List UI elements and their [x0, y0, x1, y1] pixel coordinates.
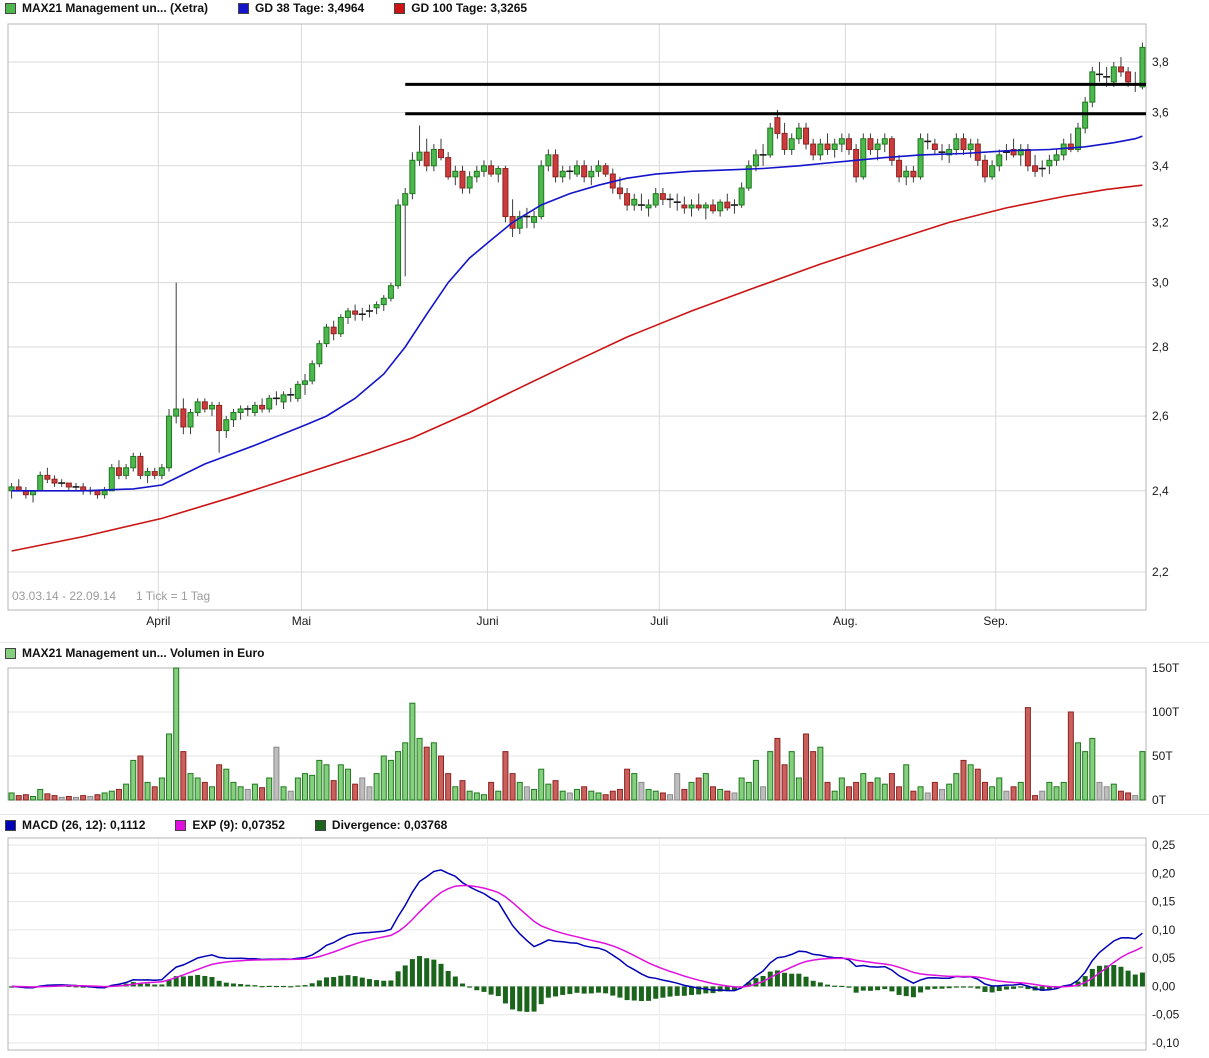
svg-text:Mai: Mai	[292, 614, 311, 628]
exp-legend-item: EXP (9): 0,07352	[175, 818, 285, 832]
svg-text:50T: 50T	[1152, 749, 1173, 763]
gd38-legend-item: GD 38 Tage: 3,4964	[238, 1, 364, 15]
macd-chart: 0,25 0,20 0,15 0,10 0,05 0,00 -0,05 -0,10	[7, 837, 1180, 1051]
svg-text:1 Tick = 1 Tag: 1 Tick = 1 Tag	[136, 589, 210, 603]
svg-text:-0,05: -0,05	[1152, 1008, 1180, 1022]
divergence-label: Divergence: 0,03768	[331, 818, 448, 832]
gd100-legend-item: GD 100 Tage: 3,3265	[394, 1, 527, 15]
svg-text:0,00: 0,00	[1152, 979, 1176, 993]
gd38-swatch-icon	[238, 2, 250, 14]
svg-text:2,8: 2,8	[1152, 340, 1169, 354]
volume-series-legend-item: MAX21 Management un... Volumen in Euro	[5, 646, 264, 660]
svg-text:3,4: 3,4	[1152, 159, 1169, 173]
svg-text:150T: 150T	[1152, 662, 1180, 675]
exp-label: EXP (9): 0,07352	[192, 818, 285, 832]
price-series-label: MAX21 Management un... (Xetra)	[22, 1, 209, 15]
macd-legend-item: MACD (26, 12): 0,1112	[5, 818, 145, 832]
price-series-legend-item: MAX21 Management un... (Xetra)	[5, 1, 208, 15]
macd-legend: MACD (26, 12): 0,1112 EXP (9): 0,07352 D…	[5, 818, 447, 832]
svg-text:100T: 100T	[1152, 705, 1180, 719]
divergence-swatch-icon	[314, 819, 326, 831]
price-legend: MAX21 Management un... (Xetra) GD 38 Tag…	[5, 1, 527, 15]
price-chart: 2,2 2,4 2,6 2,8 3,0 3,2 3,4 3,6 3,8 April Mai Juni J…	[7, 23, 1169, 628]
svg-text:0,20: 0,20	[1152, 866, 1176, 880]
svg-text:0T: 0T	[1152, 793, 1167, 807]
svg-text:0,25: 0,25	[1152, 838, 1176, 852]
svg-text:0,15: 0,15	[1152, 895, 1176, 909]
section-divider	[0, 814, 1209, 815]
svg-text:3,2: 3,2	[1152, 215, 1169, 229]
volume-series-swatch-icon	[5, 647, 16, 659]
volume-legend: MAX21 Management un... Volumen in Euro	[5, 646, 264, 660]
svg-text:2,6: 2,6	[1152, 409, 1169, 423]
svg-text:03.03.14 - 22.09.14: 03.03.14 - 22.09.14	[12, 589, 116, 603]
svg-text:Juni: Juni	[477, 614, 499, 628]
volume-series-label: MAX21 Management un... Volumen in Euro	[22, 646, 265, 660]
svg-text:0,10: 0,10	[1152, 923, 1176, 937]
exp-swatch-icon	[175, 819, 187, 831]
svg-text:Sep.: Sep.	[983, 614, 1008, 628]
svg-text:3,6: 3,6	[1152, 105, 1169, 119]
volume-chart: 150T 100T 50T 0T	[7, 662, 1180, 807]
divergence-legend-item: Divergence: 0,03768	[314, 818, 448, 832]
svg-text:2,2: 2,2	[1152, 565, 1169, 579]
svg-text:-0,10: -0,10	[1152, 1036, 1180, 1050]
gd100-swatch-icon	[394, 2, 406, 14]
gd38-label: GD 38 Tage: 3,4964	[255, 1, 365, 15]
price-series-swatch-icon	[5, 2, 16, 14]
svg-text:2,4: 2,4	[1152, 484, 1169, 498]
macd-swatch-icon	[5, 819, 16, 831]
macd-label: MACD (26, 12): 0,1112	[22, 818, 146, 832]
svg-text:3,0: 3,0	[1152, 276, 1169, 290]
gd100-label: GD 100 Tage: 3,3265	[411, 1, 528, 15]
section-divider	[0, 642, 1209, 643]
svg-text:Juli: Juli	[650, 614, 668, 628]
svg-text:3,8: 3,8	[1152, 55, 1169, 69]
svg-text:0,05: 0,05	[1152, 951, 1176, 965]
svg-text:April: April	[146, 614, 170, 628]
svg-text:Aug.: Aug.	[833, 614, 858, 628]
